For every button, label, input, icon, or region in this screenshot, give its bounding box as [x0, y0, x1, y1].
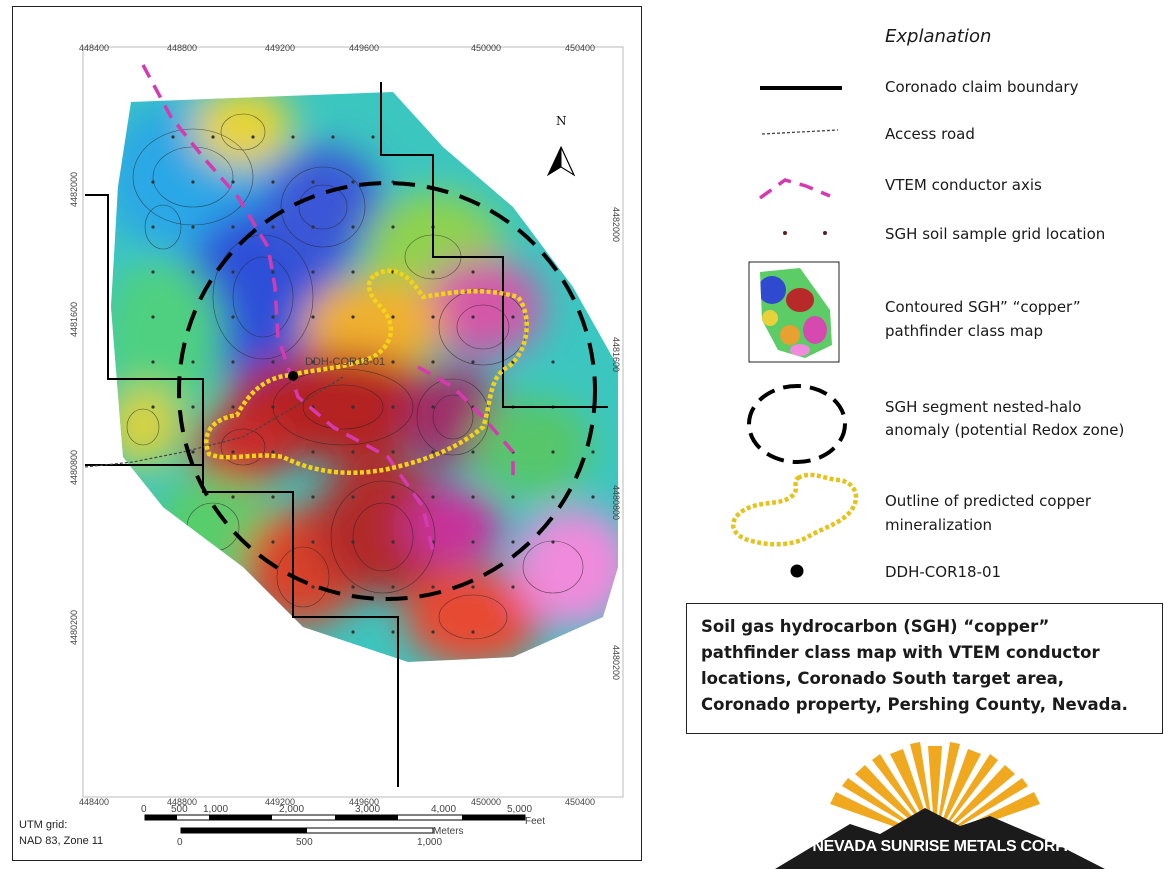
northing-tick: 4481600	[69, 302, 79, 337]
scale-feet-value: 1,000	[203, 804, 228, 815]
easting-tick: 450400	[565, 797, 595, 807]
dashed-ellipse-icon	[747, 384, 847, 464]
legend-label-contour-map-2: pathfinder class map	[885, 322, 1044, 340]
northing-tick: 4481600	[611, 337, 621, 372]
easting-tick: 450400	[565, 43, 595, 53]
easting-tick: 449200	[265, 43, 295, 53]
map-panel: DDH-COR18-01 N 448400 448800 449200 4496…	[12, 6, 642, 861]
contour-map: DDH-COR18-01 N 448400 448800 449200 4496…	[69, 43, 624, 848]
map-neatline	[82, 46, 624, 798]
legend-label-anomaly-2: anomaly (potential Redox zone)	[885, 421, 1125, 439]
scale-feet-value: 3,000	[355, 804, 380, 815]
easting-ticks-top: 448400 448800 449200 449600 450000 45040…	[79, 43, 595, 53]
magenta-dashed-line-icon	[758, 178, 831, 200]
northing-tick: 4482000	[69, 172, 79, 207]
access-road	[84, 376, 344, 468]
legend-label-sample-grid: SGH soil sample grid location	[885, 225, 1106, 243]
easting-tick: 448400	[79, 43, 109, 53]
easting-tick: 449600	[349, 43, 379, 53]
legend-label-contour-map-1: Contoured SGH” “copper”	[885, 298, 1081, 316]
caption-line: locations, Coronado South target area,	[701, 669, 1065, 688]
scale-meters-value: 1,000	[417, 837, 442, 848]
north-label: N	[556, 114, 567, 128]
easting-ticks-bottom: 448400 448800 449200 449600 450000 45040…	[79, 797, 595, 807]
company-logo	[775, 742, 1105, 869]
legend-label-anomaly-1: SGH segment nested-halo	[885, 398, 1082, 416]
sample-dots-icon	[783, 231, 827, 235]
easting-tick: 449600	[349, 797, 379, 807]
mountain-icon	[775, 808, 1105, 869]
northing-ticks: 4482000 4481600 4480800 4480200 4482000 …	[69, 172, 621, 680]
scale-feet-value: 500	[171, 804, 188, 815]
legend-symbols	[731, 86, 859, 578]
caption-box: Soil gas hydrocarbon (SGH) “copper” path…	[686, 603, 1163, 734]
caption-line: pathfinder class map with VTEM conductor	[701, 643, 1100, 662]
scale-feet-value: 4,000	[431, 804, 456, 815]
predicted-copper-outline	[204, 268, 529, 475]
drillhole-marker	[288, 371, 298, 381]
drillhole-map-label: DDH-COR18-01	[305, 356, 385, 368]
sgh-colour-surface	[111, 92, 618, 662]
legend-label-vtem-axis: VTEM conductor axis	[885, 176, 1042, 194]
northing-tick: 4480800	[611, 485, 621, 520]
scale-meters-value: 500	[296, 837, 313, 848]
easting-tick: 449200	[265, 797, 295, 807]
scale-meters-unit: Meters	[433, 826, 464, 837]
legend-label-claim-boundary: Coronado claim boundary	[885, 78, 1079, 96]
colour-map-thumbnail-icon	[748, 261, 840, 363]
yellow-dotted-outline-icon	[731, 472, 859, 547]
caption-line: Soil gas hydrocarbon (SGH) “copper”	[701, 617, 1050, 636]
scale-bar-meters: 0 500 1,000 Meters	[177, 826, 464, 848]
easting-tick: 448400	[79, 797, 109, 807]
company-name: NEVADA SUNRISE METALS CORP.	[812, 838, 1068, 855]
scale-feet-value: 5,000	[507, 804, 532, 815]
nested-halo-anomaly-ellipse	[177, 181, 597, 601]
utm-datum-label: NAD 83, Zone 11	[19, 835, 104, 847]
drillhole-dot-icon	[790, 564, 804, 578]
legend-label-drillhole: DDH-COR18-01	[885, 563, 1002, 581]
northing-tick: 4480800	[69, 450, 79, 485]
scale-feet-value: 0	[141, 804, 147, 815]
utm-grid-label: UTM grid:	[19, 819, 68, 831]
caption-line: Coronado property, Pershing County, Neva…	[701, 695, 1128, 714]
dashed-road-line-icon	[761, 129, 839, 135]
scale-feet-unit: Feet	[525, 816, 545, 827]
easting-tick: 448800	[167, 43, 197, 53]
north-arrow: N	[546, 114, 576, 177]
easting-tick: 450000	[471, 43, 501, 53]
scale-feet-value: 2,000	[279, 804, 304, 815]
easting-tick: 450000	[471, 797, 501, 807]
easting-tick: 448800	[167, 797, 197, 807]
legend-label-outline-2: mineralization	[885, 516, 993, 534]
legend-label-access-road: Access road	[885, 125, 975, 143]
northing-tick: 4480200	[611, 645, 621, 680]
legend-title: Explanation	[885, 26, 992, 47]
scale-bar-feet: 0 500 1,000 2,000 3,000 4,000 5,000 Feet	[141, 804, 545, 827]
northing-tick: 4480200	[69, 610, 79, 645]
legend-label-outline-1: Outline of predicted copper	[885, 492, 1092, 510]
northing-tick: 4482000	[611, 207, 621, 242]
scale-meters-value: 0	[177, 837, 183, 848]
